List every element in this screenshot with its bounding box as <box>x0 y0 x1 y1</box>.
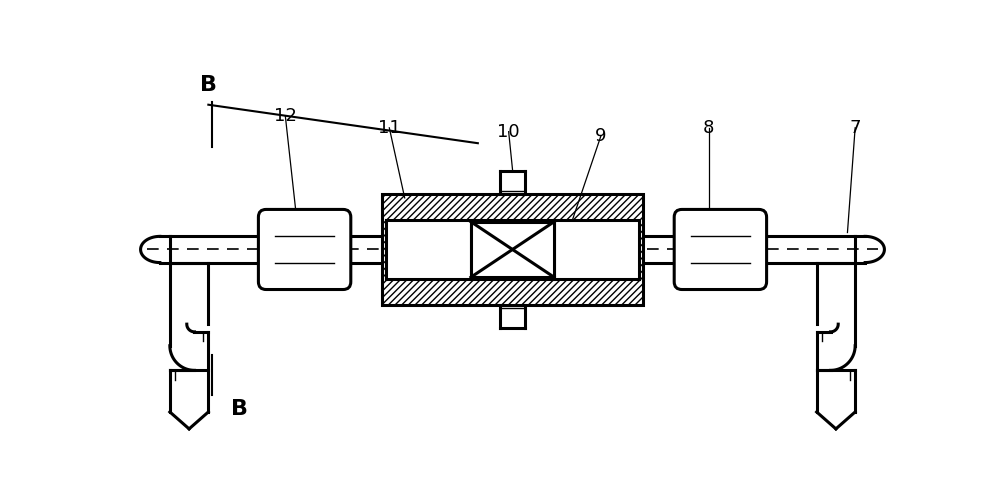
FancyBboxPatch shape <box>674 209 767 289</box>
Text: 7: 7 <box>849 119 861 137</box>
Text: 10: 10 <box>497 123 520 141</box>
Bar <box>471 222 554 277</box>
FancyBboxPatch shape <box>258 209 351 289</box>
Text: 8: 8 <box>703 119 715 137</box>
Text: 9: 9 <box>595 126 607 145</box>
Text: 12: 12 <box>274 107 297 125</box>
Text: B: B <box>200 76 217 95</box>
Text: B: B <box>231 399 248 419</box>
Text: 11: 11 <box>378 119 401 137</box>
Bar <box>386 220 639 279</box>
Bar <box>382 194 643 305</box>
